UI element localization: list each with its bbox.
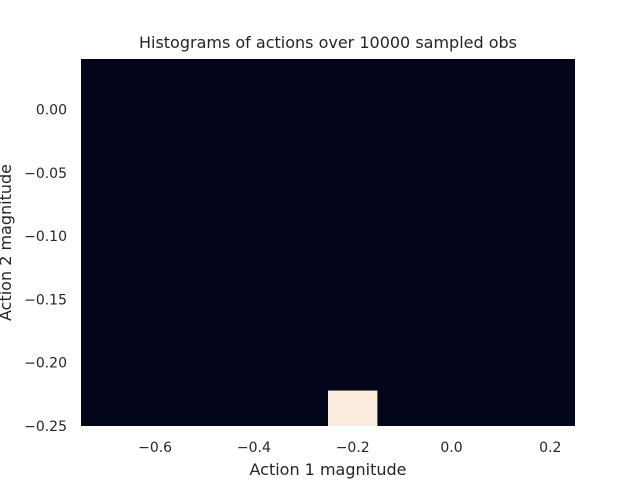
plot-area [81,59,575,426]
y-tick-label: 0.00 [36,103,67,119]
x-axis-title: Action 1 magnitude [249,460,406,479]
x-axis-ticks: −0.6 −0.4 −0.2 0.0 0.2 [138,440,561,456]
y-axis-title: Action 2 magnitude [0,164,15,321]
y-axis-ticks: 0.00 −0.05 −0.10 −0.15 −0.20 −0.25 [24,103,67,435]
x-tick-label: −0.4 [237,440,271,456]
histogram-cells [328,390,378,426]
y-tick-label: −0.10 [24,229,67,245]
x-tick-label: 0.2 [539,440,561,456]
x-tick-label: −0.6 [138,440,172,456]
chart-title: Histograms of actions over 10000 sampled… [139,33,517,52]
y-tick-label: −0.15 [24,292,67,308]
x-tick-label: −0.2 [336,440,370,456]
y-tick-label: −0.25 [24,419,67,435]
y-tick-label: −0.20 [24,356,67,372]
y-tick-label: −0.05 [24,166,67,182]
x-tick-label: 0.0 [440,440,462,456]
histogram-cell-0 [328,390,378,426]
